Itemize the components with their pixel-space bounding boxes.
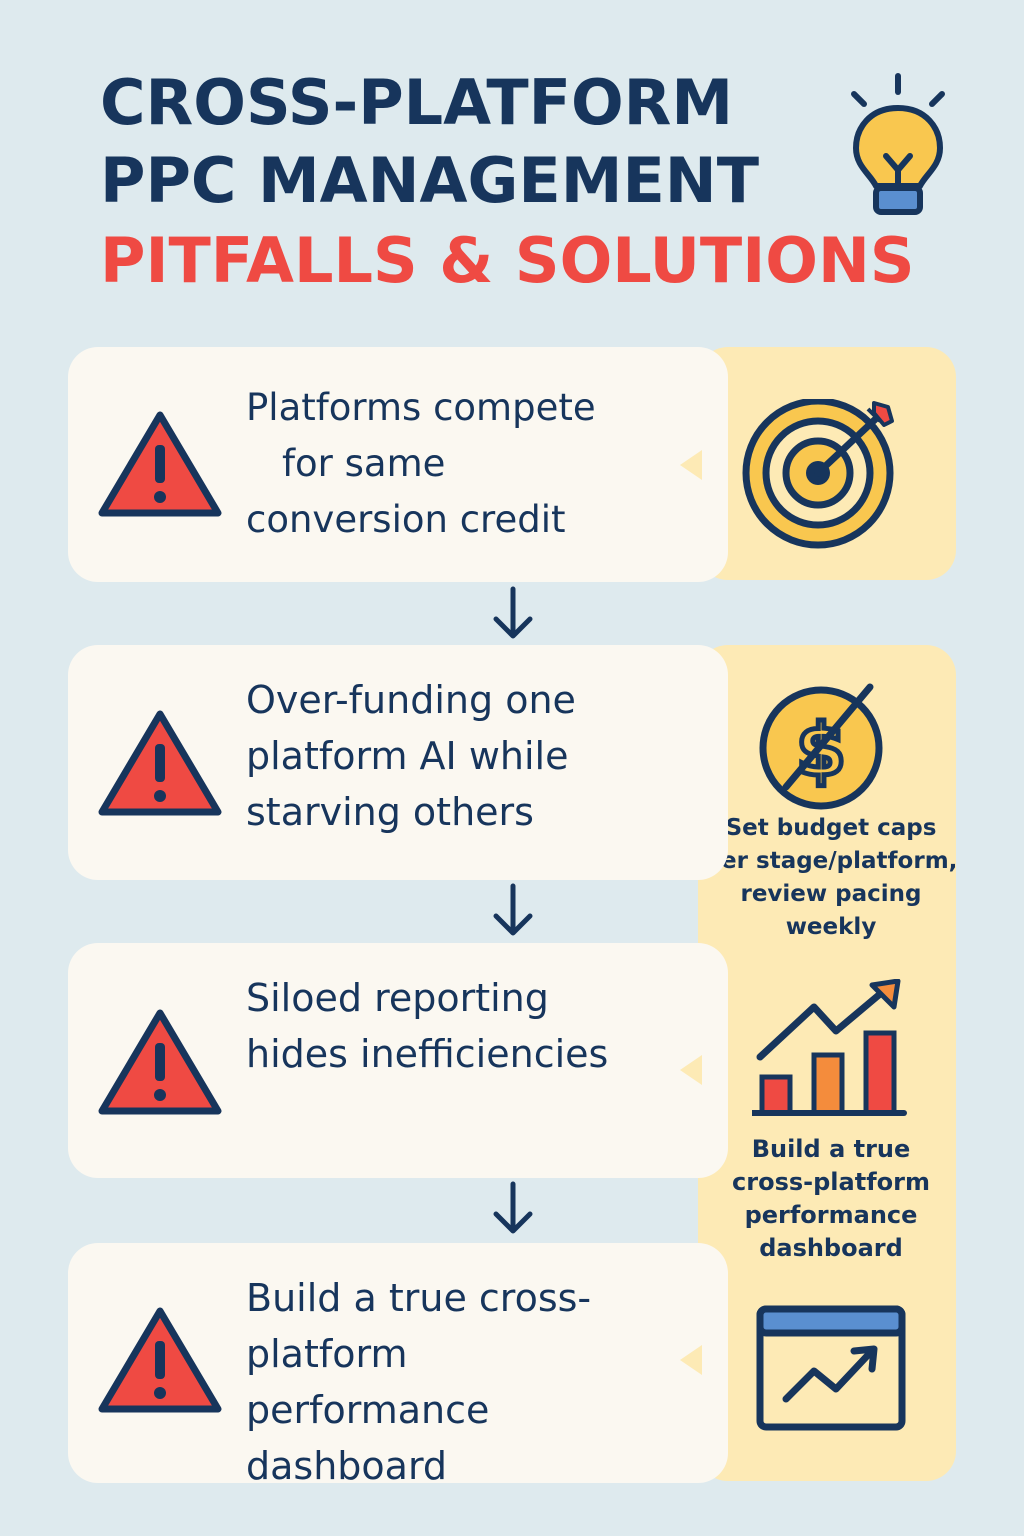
pitfall-line: Siloed reporting [246, 976, 549, 1020]
down-arrow-icon [493, 586, 533, 639]
down-arrow-icon [493, 883, 533, 936]
pitfall-text: Over-funding one platform AI while starv… [246, 672, 706, 840]
pitfall-text: Build a true cross- platform performance… [246, 1270, 706, 1494]
solution-panel-attribution [698, 347, 956, 580]
callout-pointer [680, 1055, 702, 1085]
solution-line: dashboard [759, 1234, 903, 1262]
warning-icon [98, 1009, 222, 1115]
pitfall-line: for same [282, 442, 446, 485]
pitfall-line: performance [246, 1388, 490, 1432]
callout-pointer [680, 1345, 702, 1375]
solution-line: per stage/platform, [704, 848, 958, 874]
title-line-2: PPC MANAGEMENT [100, 144, 759, 217]
solution-line: cross-platform [732, 1168, 930, 1196]
pitfall-card-attribution: Platforms compete for same conversion cr… [68, 347, 728, 582]
target-icon [742, 399, 894, 549]
pitfall-card-reporting: Siloed reporting hides inefficiencies [68, 943, 728, 1178]
solution-panel-budget-dashboard: $ [698, 645, 956, 1481]
solution-budget-text: Set budget caps per stage/platform, revi… [698, 812, 964, 944]
solution-dashboard-text: Build a true cross-platform performance … [698, 1133, 964, 1265]
dashboard-icon [756, 1305, 906, 1431]
solution-line: review pacing [740, 881, 922, 907]
title-line-1: CROSS-PLATFORM [100, 66, 734, 139]
pitfall-line: starving others [246, 790, 534, 834]
warning-icon [98, 1307, 222, 1413]
pitfall-line: platform AI while [246, 734, 569, 778]
solution-line: performance [744, 1201, 918, 1229]
pitfall-line: Over-funding one [246, 678, 576, 722]
solution-line: weekly [785, 914, 877, 940]
pitfall-line: dashboard [246, 1444, 448, 1488]
solution-line: Set budget caps [725, 815, 937, 841]
bar-chart-icon [752, 979, 907, 1116]
pitfall-line: conversion credit [246, 498, 566, 541]
pitfall-text: Siloed reporting hides inefficiencies [246, 970, 706, 1082]
pitfall-line: platform [246, 1332, 408, 1376]
no-dollar-icon: $ [759, 683, 883, 810]
warning-icon [98, 411, 222, 517]
warning-icon [98, 710, 222, 816]
callout-pointer [680, 450, 702, 480]
pitfall-line: Build a true cross- [246, 1276, 592, 1320]
pitfall-text: Platforms compete for same conversion cr… [246, 380, 706, 548]
pitfall-card-dashboard: Build a true cross- platform performance… [68, 1243, 728, 1488]
lightbulb-icon [851, 73, 945, 215]
down-arrow-icon [493, 1181, 533, 1234]
pitfall-line: Platforms compete [246, 386, 596, 429]
solution-line: Build a true [751, 1135, 911, 1163]
pitfall-card-budget: Over-funding one platform AI while starv… [68, 645, 728, 880]
pitfall-line: hides inefficiencies [246, 1032, 609, 1076]
subtitle: PITFALLS & SOLUTIONS [100, 224, 915, 297]
